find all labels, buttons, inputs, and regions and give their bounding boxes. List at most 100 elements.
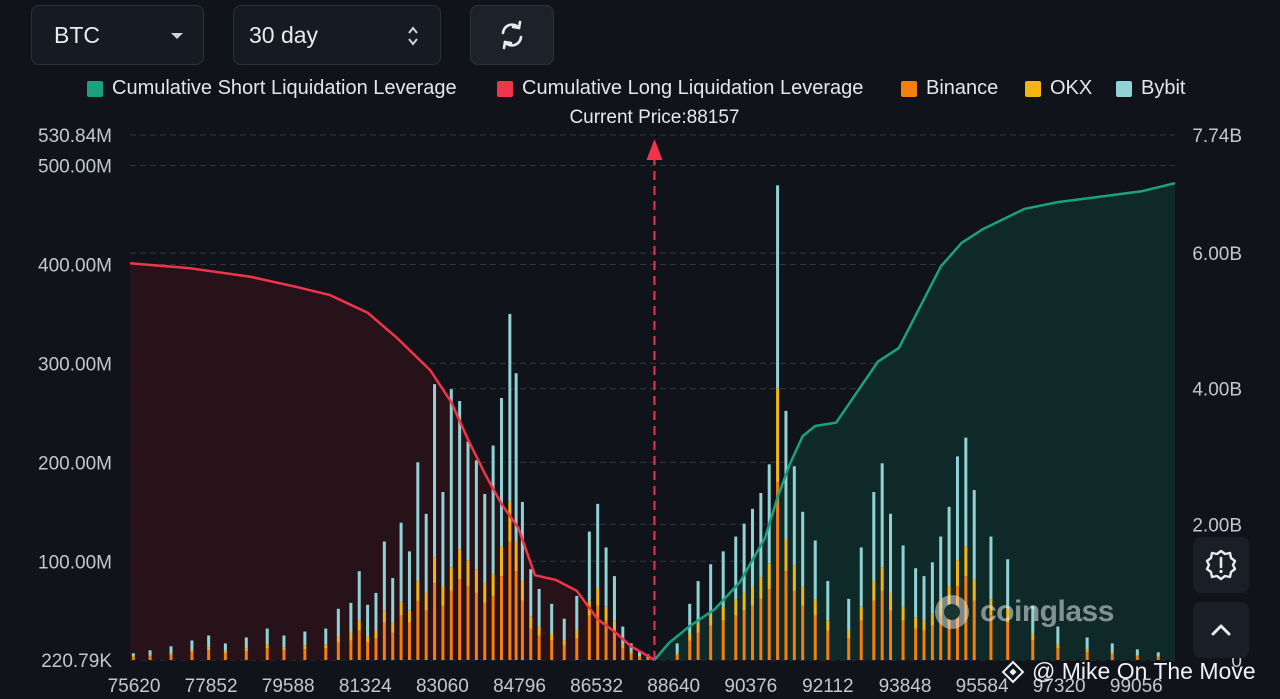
chart-legend: Cumulative Short Liquidation Leverage Cu… xyxy=(0,77,1280,101)
bar-binance xyxy=(750,605,754,660)
legend-item-bybit[interactable]: Bybit xyxy=(1116,77,1185,100)
bar-bybit xyxy=(433,384,437,558)
bar-bybit xyxy=(1110,643,1114,653)
bar-okx xyxy=(721,606,725,621)
bar-bybit xyxy=(550,603,554,634)
legend-label: Bybit xyxy=(1141,77,1186,99)
bar-okx xyxy=(675,653,679,656)
x-tick-label: 77852 xyxy=(185,676,238,697)
bar-okx xyxy=(357,620,361,631)
x-tick-label: 93848 xyxy=(879,676,932,697)
bar-bybit xyxy=(759,493,763,578)
bar-okx xyxy=(989,599,993,616)
bar-bybit xyxy=(391,578,395,623)
bar-okx xyxy=(483,583,487,603)
bar-binance xyxy=(1056,648,1060,660)
bar-bybit xyxy=(675,643,679,654)
bar-bybit xyxy=(972,490,976,580)
bar-bybit xyxy=(889,513,893,593)
bar-binance xyxy=(433,583,437,660)
bar-okx xyxy=(207,647,211,651)
bar-bybit xyxy=(508,313,512,502)
bar-okx xyxy=(889,592,893,611)
bar-binance xyxy=(483,602,487,660)
bar-binance xyxy=(499,576,503,660)
bar-bybit xyxy=(604,547,608,607)
bar-bybit xyxy=(847,598,851,631)
bar-okx xyxy=(972,579,976,601)
bar-binance xyxy=(930,625,934,660)
legend-label: Cumulative Long Liquidation Leverage xyxy=(522,77,864,99)
bar-binance xyxy=(587,615,591,660)
x-tick-label: 97320 xyxy=(1033,676,1086,697)
bar-binance xyxy=(265,648,269,660)
bar-okx xyxy=(872,581,876,601)
legend-item-long-cumulative[interactable]: Cumulative Long Liquidation Leverage xyxy=(497,77,863,100)
credit-overlay: @ Mike On The Move xyxy=(1000,658,1256,685)
bar-bybit xyxy=(131,653,135,657)
x-tick-label: 88640 xyxy=(647,676,700,697)
bar-binance xyxy=(646,658,650,660)
y-right-tick-label: 6.00B xyxy=(1192,244,1242,265)
bar-okx xyxy=(169,653,173,656)
bar-group xyxy=(131,185,1160,660)
bar-okx xyxy=(374,630,378,639)
bar-binance xyxy=(621,648,625,660)
refresh-button[interactable] xyxy=(470,5,554,65)
bar-bybit xyxy=(265,628,269,645)
bar-binance xyxy=(474,592,478,660)
y-left-tick-label: 530.84M xyxy=(38,126,112,147)
bar-binance xyxy=(207,650,211,660)
bar-binance xyxy=(562,645,566,660)
bar-bybit xyxy=(939,536,943,600)
bar-okx xyxy=(734,599,738,616)
bar-okx xyxy=(537,626,541,636)
bar-okx xyxy=(458,549,462,580)
bar-okx xyxy=(696,622,700,633)
bar-binance xyxy=(391,632,395,660)
legend-item-short-cumulative[interactable]: Cumulative Short Liquidation Leverage xyxy=(87,77,457,100)
bar-okx xyxy=(612,620,616,631)
legend-label: Binance xyxy=(926,77,999,99)
bar-bybit xyxy=(244,637,248,649)
bar-okx xyxy=(433,557,437,584)
bar-binance xyxy=(424,610,428,660)
scroll-top-button[interactable] xyxy=(1193,602,1249,658)
bar-binance xyxy=(972,600,976,660)
bar-binance xyxy=(759,598,763,660)
legend-item-okx[interactable]: OKX xyxy=(1025,77,1092,100)
bar-binance xyxy=(550,640,554,660)
bar-okx xyxy=(742,592,746,611)
bar-binance xyxy=(374,638,378,660)
bar-bybit xyxy=(537,588,541,627)
bar-binance xyxy=(734,615,738,660)
bar-binance xyxy=(336,642,340,660)
y-left-tick-label: 200.00M xyxy=(38,453,112,474)
bar-bybit xyxy=(562,618,566,641)
bar-binance xyxy=(366,642,370,660)
bar-okx xyxy=(826,620,830,631)
bar-bybit xyxy=(922,576,926,621)
bar-okx xyxy=(407,610,411,623)
bar-okx xyxy=(190,650,194,653)
chevron-down-icon xyxy=(171,33,183,39)
long-cumulative-line xyxy=(129,261,656,662)
bar-bybit xyxy=(1006,559,1010,609)
y-right-tick-label: 2.00B xyxy=(1192,515,1242,536)
bar-bybit xyxy=(742,523,746,593)
legend-item-binance[interactable]: Binance xyxy=(901,77,998,100)
bar-okx xyxy=(621,644,625,649)
refresh-icon xyxy=(501,20,523,50)
bar-binance xyxy=(1156,657,1160,660)
bar-binance xyxy=(223,653,227,660)
bar-okx xyxy=(575,630,579,639)
range-select[interactable]: 30 day xyxy=(233,5,441,65)
bar-bybit xyxy=(366,604,370,637)
symbol-select[interactable]: BTC xyxy=(31,5,204,65)
bar-okx xyxy=(750,586,754,606)
bar-bybit xyxy=(416,462,420,582)
bar-okx xyxy=(638,656,642,658)
alert-settings-button[interactable] xyxy=(1193,537,1249,593)
bar-bybit xyxy=(696,581,700,623)
